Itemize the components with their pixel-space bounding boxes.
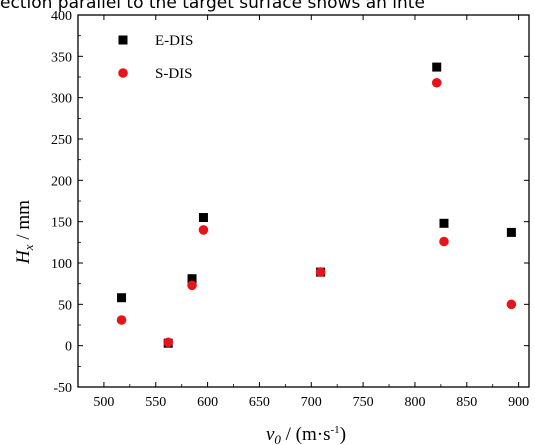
data-point-e-dis: [432, 62, 442, 72]
x-tick-label: 700: [301, 395, 322, 410]
legend-label-s-dis: S-DIS: [155, 66, 193, 82]
x-tick-label: 800: [404, 395, 425, 410]
data-point-s-dis: [116, 315, 127, 325]
legend-marker-e-dis: [118, 35, 128, 45]
data-point-s-dis: [315, 267, 326, 277]
data-point-s-dis: [187, 280, 197, 291]
y-tick-label: 400: [51, 9, 72, 24]
x-tick-label: 650: [249, 395, 270, 410]
y-tick-label: 50: [58, 298, 72, 313]
data-point-e-dis: [117, 293, 127, 303]
data-marks: [116, 62, 517, 348]
x-axis-title: v0 / (m·s-1): [266, 424, 346, 445]
y-tick-label: 200: [51, 174, 72, 189]
axes-frame: [77, 14, 530, 388]
y-tick-label: 0: [65, 340, 72, 355]
data-point-e-dis: [506, 227, 516, 237]
legend-label-e-dis: E-DIS: [155, 33, 193, 49]
plot-frame: [77, 14, 530, 388]
x-tick-label: 900: [508, 395, 529, 410]
data-point-s-dis: [431, 77, 442, 88]
y-tick-label: -50: [53, 381, 72, 396]
data-point-e-dis: [187, 274, 197, 284]
legend-marker-s-dis: [118, 68, 128, 78]
y-tick-label: 350: [51, 50, 72, 65]
data-point-s-dis: [198, 225, 209, 235]
x-tick-label: 500: [93, 395, 114, 410]
x-tick-label: 550: [145, 395, 166, 410]
legend: E-DIS S-DIS: [118, 33, 193, 82]
x-tick-label: 600: [197, 395, 218, 410]
y-tick-label: 250: [51, 133, 72, 148]
data-point-e-dis: [198, 213, 208, 223]
y-axis-title: Hx / mm: [13, 200, 36, 265]
x-tick-label: 850: [456, 395, 477, 410]
data-point-s-dis: [506, 299, 517, 310]
tick-group: 500 550 600 650 700 750 800 850 900 -50 0 50 100 150 2…: [51, 9, 529, 410]
y-tick-label: 100: [51, 257, 72, 272]
figure-caption-fragment: ection parallel to the target surface sh…: [0, 0, 425, 13]
data-point-s-dis: [439, 236, 449, 247]
data-point-s-dis: [163, 337, 173, 348]
x-tick-label: 750: [353, 395, 374, 410]
data-point-e-dis: [439, 218, 449, 228]
y-tick-label: 300: [51, 92, 72, 107]
y-tick-label: 150: [51, 216, 72, 231]
